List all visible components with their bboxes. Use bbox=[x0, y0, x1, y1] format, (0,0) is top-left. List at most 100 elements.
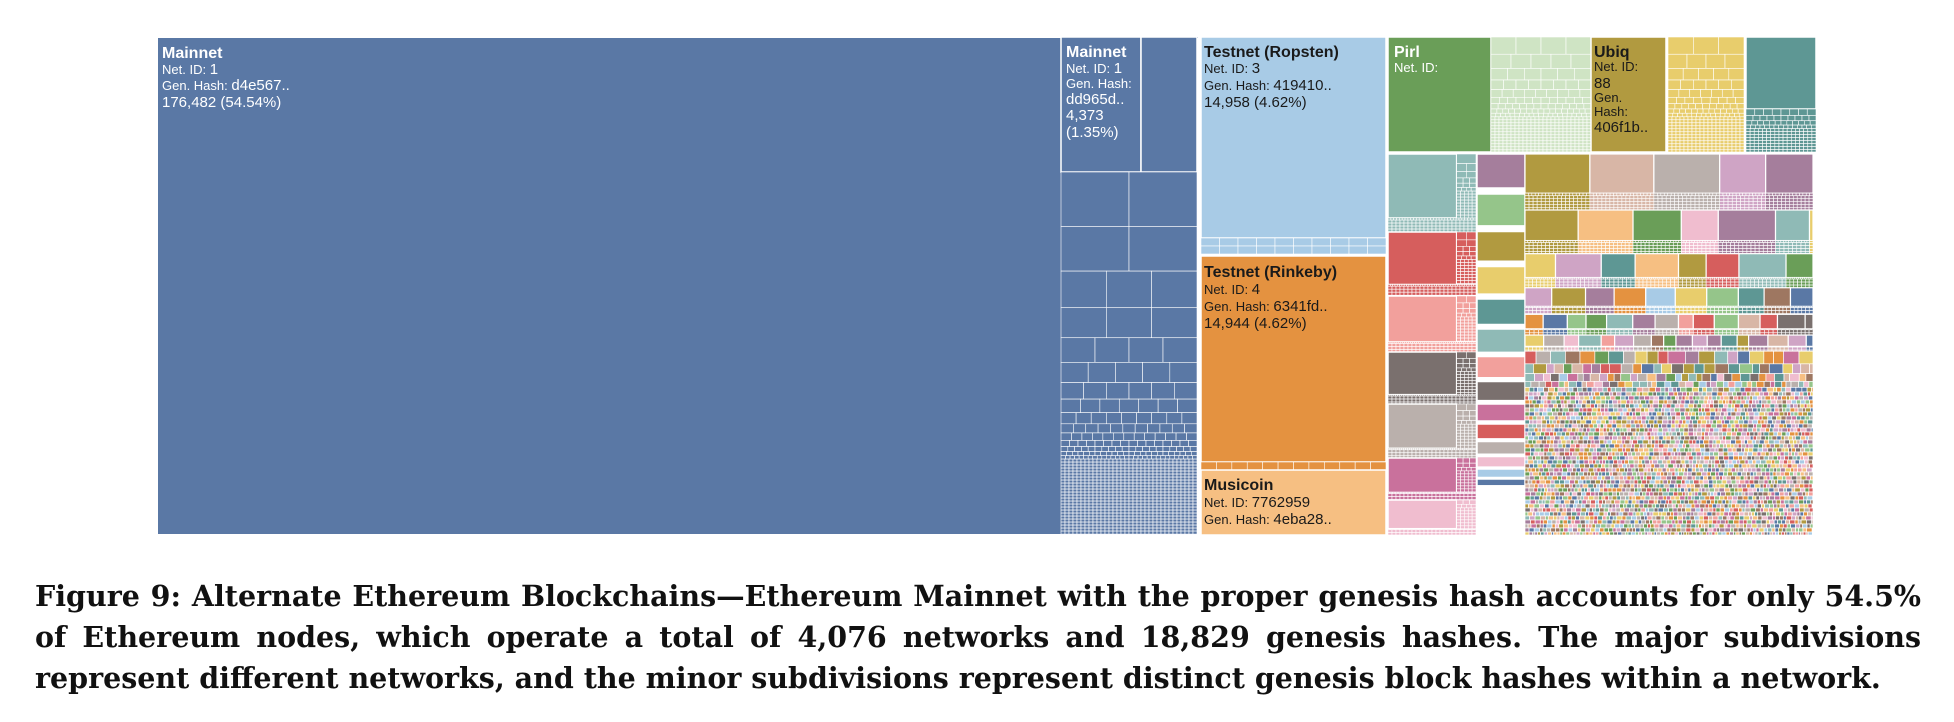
genesis-cell bbox=[1192, 497, 1198, 502]
genesis-cell bbox=[1804, 245, 1810, 249]
genesis-cell bbox=[1795, 149, 1800, 153]
network-cell-other bbox=[1691, 134, 1697, 139]
genesis-cell bbox=[1640, 242, 1646, 246]
genesis-cell bbox=[1792, 192, 1797, 197]
genesis-cell bbox=[1367, 245, 1387, 255]
network-cell-other bbox=[1804, 313, 1814, 330]
genesis-cell bbox=[1100, 509, 1106, 514]
genesis-cell bbox=[1395, 219, 1401, 224]
genesis-cell bbox=[1585, 204, 1591, 209]
network-cell-other bbox=[1727, 137, 1733, 142]
genesis-cell bbox=[1068, 506, 1074, 511]
genesis-cell bbox=[1754, 108, 1764, 116]
genesis-cell bbox=[1750, 248, 1756, 252]
genesis-cell bbox=[1666, 278, 1671, 283]
genesis-cell bbox=[1124, 515, 1130, 520]
genesis-cell bbox=[1180, 515, 1186, 520]
genesis-cell bbox=[1709, 192, 1714, 197]
genesis-cell bbox=[1498, 128, 1504, 133]
genesis-cell bbox=[1403, 493, 1409, 497]
genesis-cell bbox=[1510, 116, 1516, 121]
genesis-cell bbox=[1140, 497, 1146, 502]
genesis-cell bbox=[1558, 119, 1564, 124]
genesis-cell bbox=[1460, 202, 1465, 207]
network-cell-other bbox=[1679, 131, 1685, 136]
genesis-cell bbox=[1537, 108, 1545, 114]
genesis-cell bbox=[1566, 116, 1572, 121]
network-cell-other bbox=[1720, 108, 1727, 114]
genesis-cell bbox=[1570, 119, 1576, 124]
genesis-cell bbox=[1084, 524, 1090, 529]
genesis-cell bbox=[1569, 195, 1574, 200]
genesis-cell bbox=[1793, 278, 1798, 283]
genesis-cell bbox=[1104, 491, 1110, 496]
genesis-cell bbox=[1068, 494, 1074, 499]
genesis-cell bbox=[1766, 143, 1772, 147]
genesis-cell bbox=[1524, 278, 1530, 283]
genesis-cell bbox=[1668, 245, 1674, 249]
genesis-cell bbox=[1518, 143, 1524, 148]
genesis-cell bbox=[1542, 122, 1548, 127]
genesis-cell bbox=[1172, 518, 1178, 523]
genesis-cell bbox=[1456, 325, 1461, 330]
genesis-cell bbox=[1459, 346, 1465, 350]
genesis-cell bbox=[1707, 204, 1712, 209]
genesis-cell bbox=[1447, 452, 1453, 457]
genesis-cell bbox=[1467, 496, 1473, 500]
genesis-cell bbox=[1771, 307, 1776, 311]
genesis-cell bbox=[1399, 285, 1405, 290]
genesis-cell bbox=[1160, 476, 1166, 481]
genesis-cell bbox=[1540, 201, 1546, 206]
genesis-cell bbox=[1164, 461, 1170, 466]
genesis-cell bbox=[1147, 423, 1161, 434]
genesis-cell bbox=[1572, 310, 1578, 314]
genesis-cell bbox=[1180, 518, 1186, 523]
genesis-cell bbox=[1184, 530, 1190, 535]
genesis-cell bbox=[1456, 358, 1464, 364]
genesis-cell bbox=[1464, 488, 1469, 493]
genesis-cell bbox=[1072, 482, 1078, 487]
genesis-cell bbox=[1686, 198, 1692, 203]
genesis-cell bbox=[1553, 198, 1558, 203]
genesis-cell bbox=[1748, 204, 1754, 209]
genesis-cell bbox=[1785, 192, 1790, 197]
genesis-cell bbox=[1632, 245, 1638, 249]
genesis-cell bbox=[1528, 245, 1534, 249]
genesis-cell bbox=[1152, 524, 1158, 529]
genesis-cell bbox=[1455, 452, 1461, 457]
genesis-cell bbox=[1456, 312, 1462, 318]
genesis-cell bbox=[1104, 521, 1110, 526]
network-cell-other bbox=[1684, 97, 1694, 104]
genesis-cell bbox=[1176, 503, 1182, 508]
genesis-cell bbox=[1498, 143, 1504, 148]
genesis-cell bbox=[1735, 192, 1740, 197]
genesis-cell bbox=[1461, 312, 1467, 318]
genesis-cell bbox=[1403, 343, 1409, 347]
genesis-cell bbox=[1464, 380, 1469, 384]
genesis-cell bbox=[1407, 285, 1413, 290]
genesis-cell bbox=[1731, 201, 1737, 206]
genesis-cell bbox=[1762, 146, 1767, 150]
genesis-cell bbox=[1605, 278, 1611, 283]
genesis-cell bbox=[1514, 112, 1520, 118]
genesis-cell bbox=[1792, 124, 1798, 129]
genesis-cell bbox=[1462, 462, 1470, 468]
genesis-cell bbox=[1168, 485, 1174, 490]
genesis-cell bbox=[1471, 438, 1477, 443]
genesis-cell bbox=[1748, 192, 1753, 197]
genesis-cell bbox=[1583, 103, 1592, 110]
network-cell-other bbox=[1708, 108, 1716, 114]
genesis-cell bbox=[1795, 134, 1800, 138]
genesis-cell bbox=[1471, 374, 1477, 378]
genesis-cell bbox=[1108, 470, 1114, 475]
genesis-cell bbox=[1498, 140, 1504, 145]
genesis-cell bbox=[1657, 192, 1662, 197]
genesis-cell bbox=[1464, 277, 1469, 281]
genesis-cell bbox=[1578, 125, 1584, 130]
genesis-cell bbox=[1411, 222, 1417, 227]
genesis-cell bbox=[1722, 248, 1727, 252]
genesis-cell bbox=[1739, 192, 1743, 197]
genesis-cell bbox=[1643, 329, 1648, 334]
genesis-cell bbox=[1534, 143, 1540, 148]
genesis-cell bbox=[1528, 195, 1534, 200]
